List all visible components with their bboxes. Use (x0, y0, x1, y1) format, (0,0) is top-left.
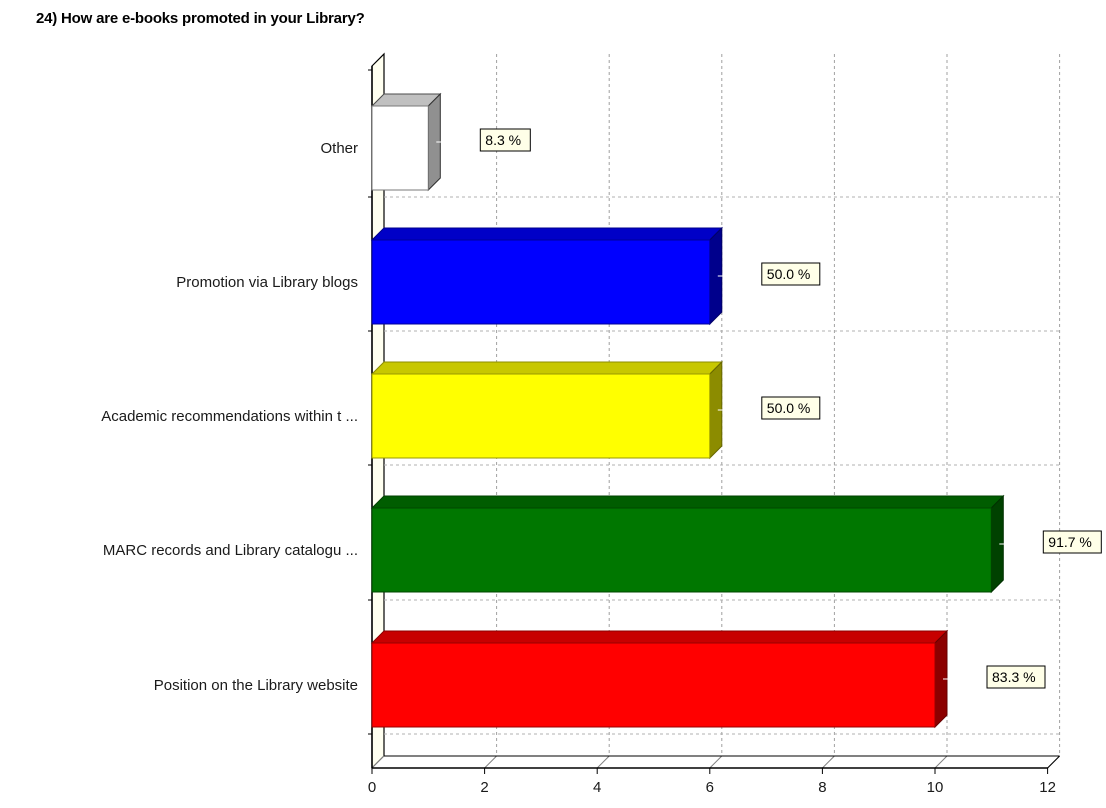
bar-group (370, 226, 724, 326)
data-label-box (761, 396, 821, 420)
bar (371, 239, 711, 325)
data-label-box (761, 262, 821, 286)
data-label-box (986, 665, 1046, 689)
floor-gridline (709, 755, 723, 769)
bar-group (370, 494, 1005, 594)
bar (371, 373, 711, 459)
data-label: 50.0 % (767, 400, 811, 416)
floor-gridline (822, 755, 835, 769)
data-labels: 8.3 % 50.0 % 50.0 % 91.7 % 83.3 % (436, 128, 1102, 689)
bar-top (370, 227, 724, 241)
category-labels: Other Promotion via Library blogs Academic… (101, 140, 358, 694)
data-label: 83.3 % (992, 669, 1036, 685)
category-label: MARC records and Library catalogu ... (103, 542, 358, 559)
data-label: 50.0 % (767, 266, 811, 282)
category-label: Promotion via Library blogs (176, 274, 358, 291)
bar (371, 105, 429, 191)
floor-gridline (484, 755, 497, 769)
x-tick-label: 0 (368, 779, 376, 796)
data-label-box (479, 128, 531, 152)
x-tick-label: 10 (927, 779, 944, 796)
floor-gridline (596, 755, 610, 769)
x-axis-corner (1047, 755, 1060, 769)
bar-group (370, 92, 442, 192)
data-label: 91.7 % (1048, 534, 1092, 550)
category-label: Academic recommendations within t ... (101, 408, 358, 425)
data-label: 8.3 % (485, 132, 521, 148)
category-label: Other (320, 140, 358, 157)
floor-gridline (934, 755, 948, 769)
x-tick-label: 6 (706, 779, 714, 796)
floor-gridline (371, 755, 385, 769)
bar-top (370, 495, 1005, 509)
bar-top (370, 361, 724, 375)
bar-top (370, 630, 949, 644)
x-axis-ticks: 0 2 4 6 8 10 12 (368, 768, 1056, 796)
bar (371, 642, 936, 728)
bar-group (370, 629, 949, 729)
bar (371, 507, 992, 593)
category-label: Position on the Library website (154, 677, 358, 694)
bar-group (370, 360, 724, 460)
x-tick-label: 8 (818, 779, 826, 796)
data-label-box (1042, 530, 1102, 554)
x-tick-label: 12 (1039, 779, 1056, 796)
chart-title: 24) How are e-books promoted in your Lib… (36, 10, 365, 27)
x-tick-label: 2 (480, 779, 488, 796)
bars (370, 92, 1005, 729)
x-tick-label: 4 (593, 779, 601, 796)
